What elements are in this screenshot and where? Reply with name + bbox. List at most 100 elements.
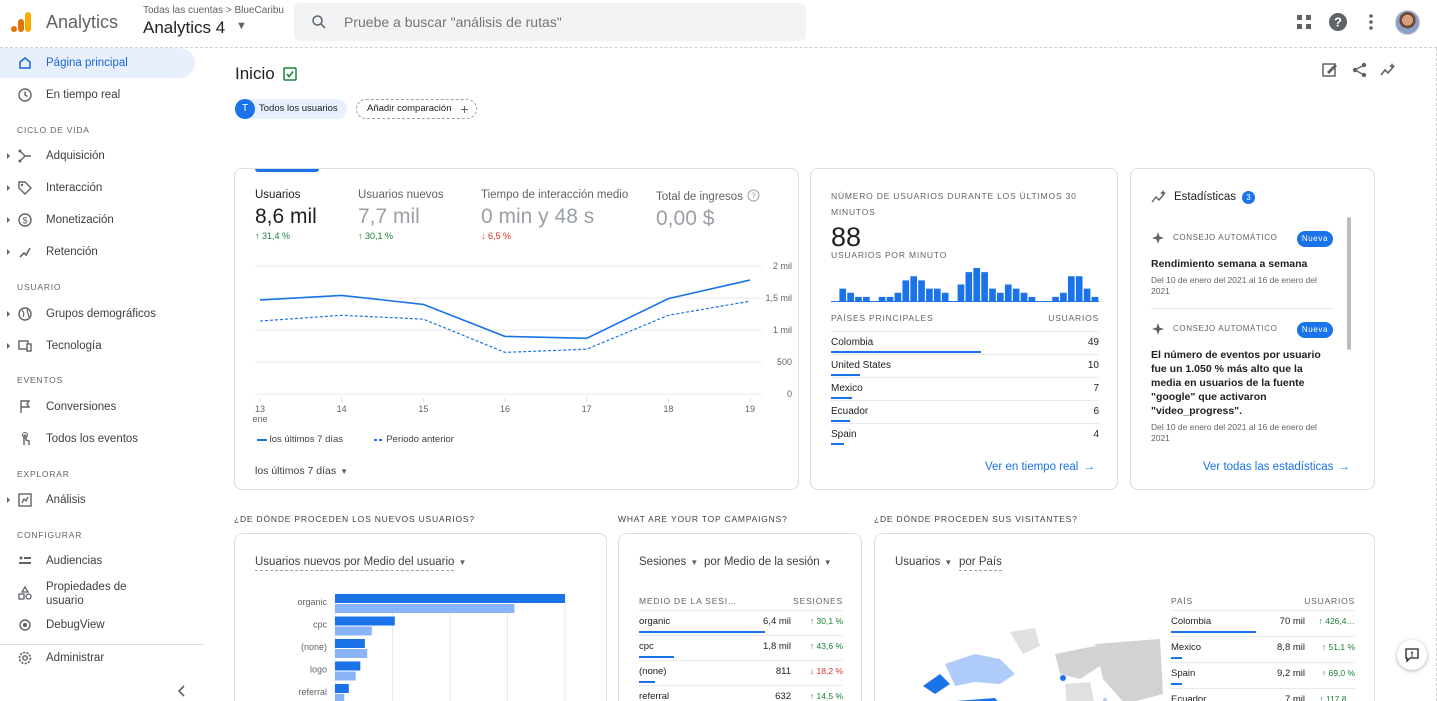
- map-spain[interactable]: [1060, 675, 1066, 681]
- bar-previous[interactable]: [335, 671, 356, 681]
- minute-bar[interactable]: [1052, 296, 1059, 301]
- table-row[interactable]: organic 6,4 mil ↑ 30,1 %: [639, 610, 843, 635]
- map-asia[interactable]: [1095, 639, 1163, 701]
- comparison-chip-all-users[interactable]: T Todos los usuarios: [235, 99, 347, 119]
- more-vert-icon[interactable]: [1361, 12, 1381, 32]
- table-row[interactable]: (none) 811 ↓ 18,2 %: [639, 660, 843, 685]
- map-greenland[interactable]: [1010, 628, 1040, 654]
- view-realtime-link[interactable]: Ver en tiempo real →: [985, 461, 1095, 473]
- bar-current[interactable]: [335, 594, 565, 603]
- minute-bar[interactable]: [941, 292, 949, 301]
- minute-bar[interactable]: [902, 280, 910, 301]
- sidebar-item-retention[interactable]: Retención: [0, 237, 195, 267]
- minute-bar[interactable]: [1020, 292, 1028, 301]
- sidebar-item-tech[interactable]: Tecnología: [0, 331, 195, 361]
- help-icon[interactable]: ?: [1328, 12, 1348, 32]
- apps-grid-icon[interactable]: [1294, 12, 1314, 32]
- table-row[interactable]: Ecuador 6: [831, 400, 1099, 423]
- minute-bar[interactable]: [918, 280, 925, 301]
- analytics-logo-icon[interactable]: [11, 11, 33, 33]
- minute-bar[interactable]: [894, 292, 902, 301]
- minute-bar[interactable]: [1075, 276, 1083, 301]
- sidebar-item-acquisition[interactable]: Adquisición: [0, 141, 195, 171]
- map-usa[interactable]: [943, 698, 1005, 701]
- insight-item[interactable]: CONSEJO AUTOMÁTICO Nueva El número de eve…: [1151, 322, 1333, 444]
- bar-previous[interactable]: [335, 649, 368, 658]
- table-row[interactable]: Ecuador 7 mil ↑ 117,8…: [1171, 688, 1355, 701]
- add-comparison-button[interactable]: Añadir comparación +: [356, 99, 477, 119]
- metric-revenue[interactable]: Total de ingresos? 0,00 $: [656, 189, 760, 231]
- breadcrumb-all-accounts[interactable]: Todas las cuentas: [143, 5, 224, 16]
- minute-bar[interactable]: [1091, 296, 1099, 301]
- table-row[interactable]: Colombia 70 mil ↑ 426,4…: [1171, 610, 1355, 636]
- sidebar-item-analysis[interactable]: Análisis: [0, 485, 195, 515]
- sidebar-item-debugview[interactable]: DebugView: [0, 610, 195, 640]
- help-outline-icon[interactable]: ?: [747, 189, 760, 202]
- map-india[interactable]: [1103, 698, 1107, 701]
- insight-item[interactable]: CONSEJO AUTOMÁTICO Nueva Rendimiento sema…: [1151, 231, 1333, 297]
- map-africa[interactable]: [1065, 682, 1097, 701]
- minute-bar[interactable]: [989, 288, 996, 301]
- bar-previous[interactable]: [335, 604, 515, 613]
- table-row[interactable]: Spain 9,2 mil ↑ 69,0 %: [1171, 662, 1355, 688]
- minute-bar[interactable]: [957, 284, 965, 302]
- metric-users[interactable]: Usuarios 8,6 mil ↑ 31,4 %: [255, 189, 317, 241]
- minute-bar[interactable]: [910, 276, 918, 301]
- search-bar[interactable]: [294, 3, 806, 41]
- minute-bar[interactable]: [973, 268, 981, 301]
- sidebar-item-realtime[interactable]: En tiempo real: [0, 80, 195, 110]
- insights-scrollbar[interactable]: [1347, 217, 1351, 350]
- breadcrumb-account[interactable]: BlueCaribu: [234, 5, 284, 16]
- table-row[interactable]: Mexico 8,8 mil ↑ 51,1 %: [1171, 636, 1355, 662]
- bar-current[interactable]: [335, 639, 365, 648]
- table-row[interactable]: referral 632 ↑ 14,5 %: [639, 685, 843, 701]
- minute-bar[interactable]: [1004, 284, 1012, 302]
- bar-current[interactable]: [335, 661, 361, 671]
- date-range-dropdown[interactable]: los últimos 7 días ▼: [255, 465, 348, 477]
- minute-bar[interactable]: [855, 296, 862, 301]
- visitors-dimension-dropdown[interactable]: por País: [959, 556, 1002, 571]
- minute-bar[interactable]: [926, 288, 933, 301]
- insights-icon[interactable]: [1379, 61, 1397, 79]
- world-map[interactable]: [905, 624, 1165, 701]
- sidebar-item-admin[interactable]: Administrar: [0, 643, 195, 673]
- sidebar-item-monetization[interactable]: $ Monetización: [0, 205, 195, 235]
- minute-bar[interactable]: [847, 292, 854, 301]
- bar-current[interactable]: [335, 684, 349, 693]
- sidebar-item-conversions[interactable]: Conversiones: [0, 392, 195, 422]
- minute-bar[interactable]: [839, 288, 847, 301]
- feedback-button[interactable]: [1397, 640, 1427, 670]
- minute-bar[interactable]: [1028, 296, 1036, 301]
- sidebar-item-demographics[interactable]: Grupos demográficos: [0, 299, 195, 329]
- table-row[interactable]: cpc 1,8 mil ↑ 43,6 %: [639, 635, 843, 660]
- table-row[interactable]: Spain 4: [831, 423, 1099, 446]
- sidebar-item-all-events[interactable]: Todos los eventos: [0, 424, 195, 454]
- bar-current[interactable]: [335, 616, 395, 626]
- minute-bar[interactable]: [886, 296, 894, 301]
- minute-bar[interactable]: [965, 272, 973, 301]
- map-alaska[interactable]: [923, 674, 950, 694]
- search-input[interactable]: [344, 3, 784, 41]
- table-row[interactable]: Colombia 49: [831, 331, 1099, 354]
- bar-previous[interactable]: [335, 694, 345, 701]
- minute-bar[interactable]: [863, 296, 870, 301]
- sidebar-item-audiences[interactable]: Audiencias: [0, 546, 195, 576]
- sidebar-item-engagement[interactable]: Interacción: [0, 173, 195, 203]
- minute-bar[interactable]: [1012, 288, 1020, 301]
- campaign-metric-dropdown[interactable]: Sesiones ▼: [639, 556, 698, 568]
- minute-bar[interactable]: [1083, 288, 1091, 301]
- avatar[interactable]: [1395, 10, 1420, 35]
- metric-engagement-time[interactable]: Tiempo de interacción medio 0 min y 48 s…: [481, 189, 628, 241]
- metric-new-users[interactable]: Usuarios nuevos 7,7 mil ↑ 30,1 %: [358, 189, 444, 241]
- property-selector[interactable]: Analytics 4: [143, 18, 226, 37]
- minute-bar[interactable]: [878, 296, 886, 301]
- breadcrumb[interactable]: Todas las cuentas > BlueCaribu: [143, 5, 284, 16]
- table-row[interactable]: Mexico 7: [831, 377, 1099, 400]
- visitors-metric-dropdown[interactable]: Usuarios ▼: [895, 556, 952, 568]
- sidebar-item-custom-properties[interactable]: Propiedades de usuario: [0, 578, 195, 610]
- caret-down-icon[interactable]: ▼: [236, 20, 247, 32]
- bar-previous[interactable]: [335, 626, 372, 636]
- campaign-dimension-dropdown[interactable]: por Medio de la sesión ▼: [704, 556, 832, 568]
- minute-bar[interactable]: [997, 292, 1004, 301]
- minute-bar[interactable]: [1060, 292, 1067, 301]
